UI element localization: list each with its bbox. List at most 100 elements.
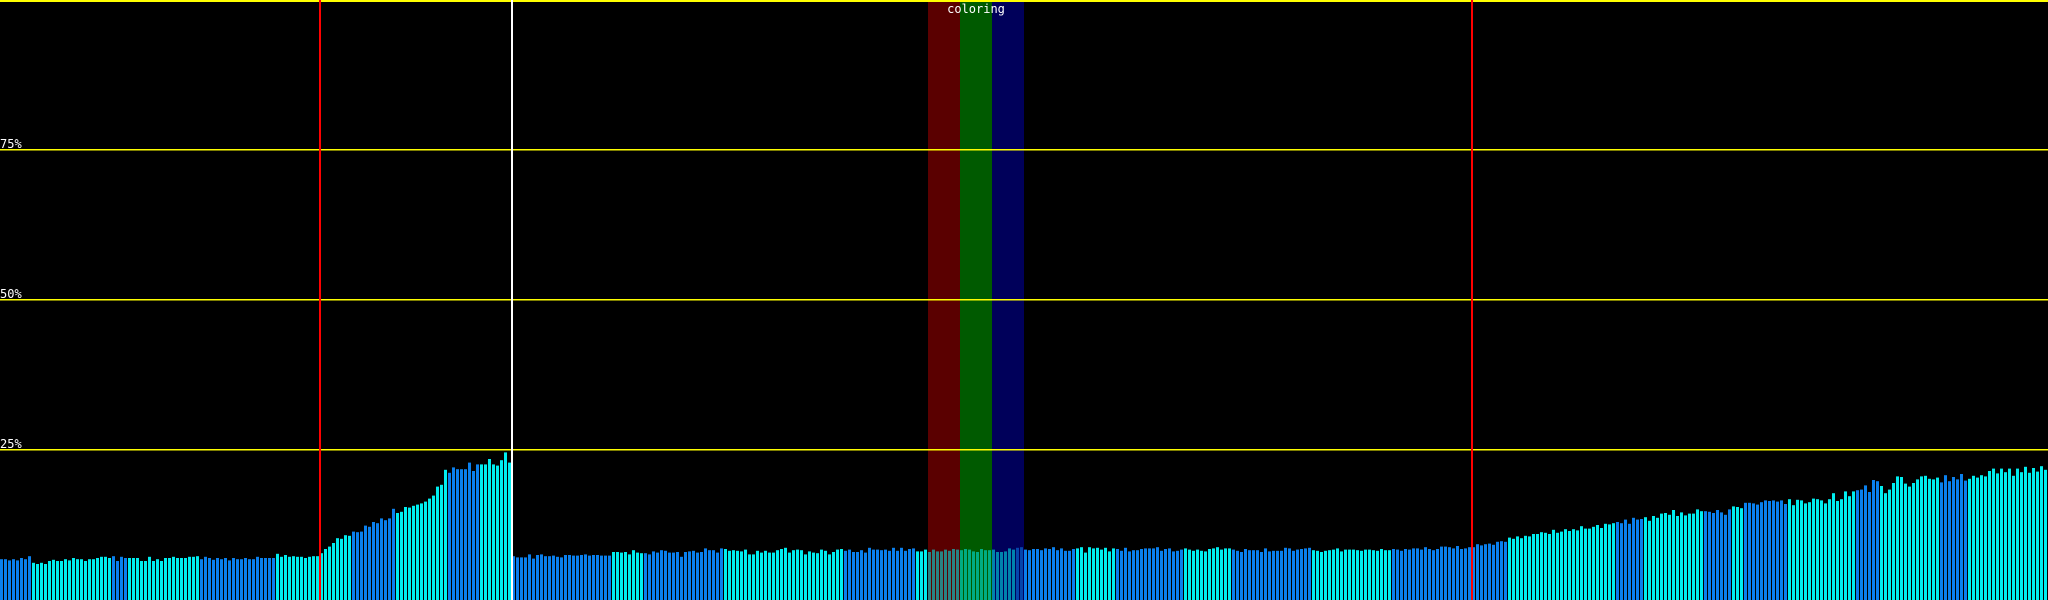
bar (312, 556, 315, 600)
bar (1940, 482, 1943, 600)
bar (1580, 526, 1583, 600)
bar (1172, 551, 1175, 600)
bar (1040, 550, 1043, 600)
bar (340, 538, 343, 600)
bar (1180, 549, 1183, 600)
bar (1388, 550, 1391, 600)
bar (864, 552, 867, 600)
bar (1800, 500, 1803, 600)
bar (1220, 549, 1223, 600)
bar (672, 552, 675, 600)
marker-line (511, 0, 513, 600)
bar (1568, 531, 1571, 600)
bar (584, 554, 587, 600)
bar (1892, 483, 1895, 600)
bar (1840, 499, 1843, 600)
bar (288, 556, 291, 600)
bar (776, 550, 779, 600)
bar (1380, 549, 1383, 600)
bar (556, 556, 559, 600)
bar (1192, 550, 1195, 600)
bar (1484, 544, 1487, 600)
bar (316, 556, 319, 600)
bar (956, 549, 959, 600)
y-tick-label: 25% (0, 437, 22, 451)
bar (768, 552, 771, 600)
bar (308, 556, 311, 600)
bar (1068, 550, 1071, 600)
bar (128, 558, 131, 600)
bar (1328, 550, 1331, 600)
bar (1764, 500, 1767, 600)
bar (80, 559, 83, 600)
bar (1416, 548, 1419, 600)
bar (1576, 530, 1579, 600)
bar (1968, 478, 1971, 600)
bar (328, 546, 331, 600)
bar (1256, 550, 1259, 600)
bar (320, 553, 323, 600)
bar (280, 556, 283, 600)
bar (664, 550, 667, 600)
bar (1624, 519, 1627, 600)
bar (1280, 550, 1283, 600)
bar (732, 550, 735, 600)
bar (1884, 493, 1887, 600)
bar (752, 554, 755, 600)
bar (1264, 548, 1267, 600)
bar (176, 558, 179, 600)
bar (44, 564, 47, 600)
bar (104, 556, 107, 600)
bar (64, 559, 67, 600)
bar (1996, 473, 1999, 600)
bar (1468, 547, 1471, 600)
bar (228, 560, 231, 600)
bar (220, 559, 223, 600)
bar (1792, 505, 1795, 600)
bar (1420, 549, 1423, 600)
bar (988, 550, 991, 600)
bar (1288, 548, 1291, 600)
bar (2028, 472, 2031, 600)
bar (684, 552, 687, 600)
bar (696, 552, 699, 600)
bar (1816, 499, 1819, 600)
bar (588, 555, 591, 600)
bar (1944, 475, 1947, 600)
bar (1248, 550, 1251, 600)
bar (1252, 550, 1255, 600)
bar (348, 535, 351, 600)
bar (1812, 498, 1815, 600)
bar (1720, 512, 1723, 600)
bar (876, 549, 879, 600)
bar (940, 551, 943, 600)
bar (1384, 550, 1387, 600)
bar (1272, 550, 1275, 600)
bar (292, 556, 295, 600)
top-border-line (0, 0, 2048, 2)
bar (2016, 468, 2019, 600)
bar (1024, 549, 1027, 600)
bar (240, 559, 243, 600)
bar (1316, 550, 1319, 600)
bar (660, 550, 663, 600)
bar (520, 557, 523, 600)
bar (1868, 492, 1871, 600)
bar (1572, 529, 1575, 600)
bar (1344, 549, 1347, 600)
bar (1320, 552, 1323, 600)
bar (440, 484, 443, 600)
bar (1204, 551, 1207, 600)
bar (812, 552, 815, 600)
bar (20, 558, 23, 600)
bar (88, 559, 91, 600)
bar (1736, 507, 1739, 600)
bar (1376, 550, 1379, 600)
bar (1460, 549, 1463, 600)
bar (1700, 511, 1703, 600)
bar (1872, 480, 1875, 600)
bar (1060, 548, 1063, 600)
bar (1404, 549, 1407, 600)
bar (2024, 466, 2027, 600)
